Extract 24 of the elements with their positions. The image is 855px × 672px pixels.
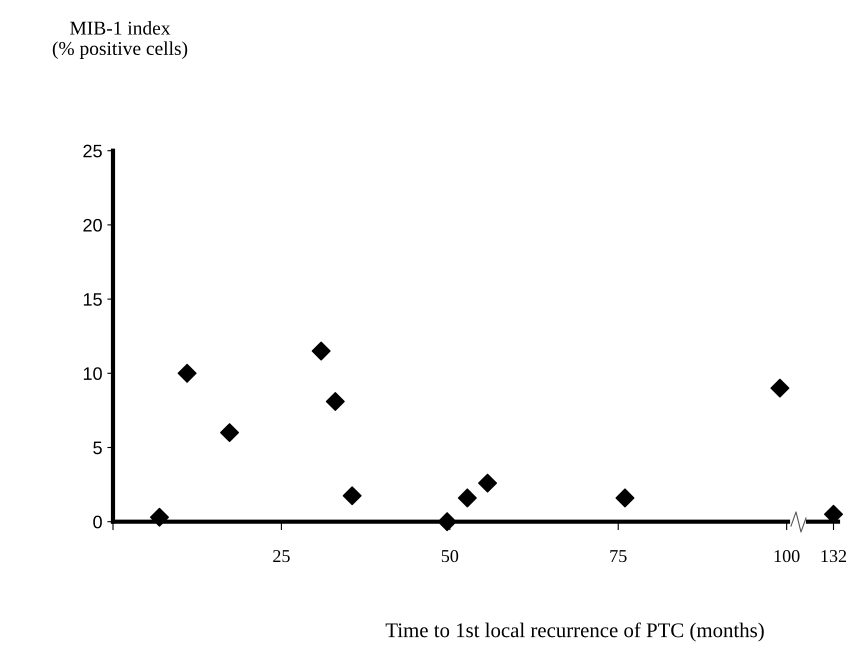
y-tick-label: 25 <box>83 144 102 158</box>
x-tick-label: 100 <box>774 550 800 562</box>
point <box>615 488 634 508</box>
point <box>326 392 345 411</box>
x-tick-label: 132 <box>822 550 846 562</box>
y-axis-title: MIB-1 index (% positive cells) <box>52 21 188 59</box>
point <box>178 364 197 383</box>
point <box>312 342 331 361</box>
point <box>150 508 169 527</box>
y-tick-label: 20 <box>83 218 102 232</box>
x-tick-label: 50 <box>442 550 458 562</box>
point <box>342 486 362 506</box>
y-tick-label: 0 <box>93 516 102 528</box>
y-tick-label: 10 <box>84 367 102 380</box>
point <box>220 423 240 442</box>
point <box>458 488 477 508</box>
y-tick-label: 5 <box>93 442 102 454</box>
y-tick-label: 15 <box>84 293 102 306</box>
point <box>478 474 498 493</box>
x-axis-title: Time to 1st local recurrence of PTC (months) <box>386 622 764 642</box>
x-tick-label: 75 <box>610 550 627 562</box>
x-tick-label: 25 <box>273 550 290 562</box>
point <box>438 512 457 532</box>
point <box>770 378 790 398</box>
